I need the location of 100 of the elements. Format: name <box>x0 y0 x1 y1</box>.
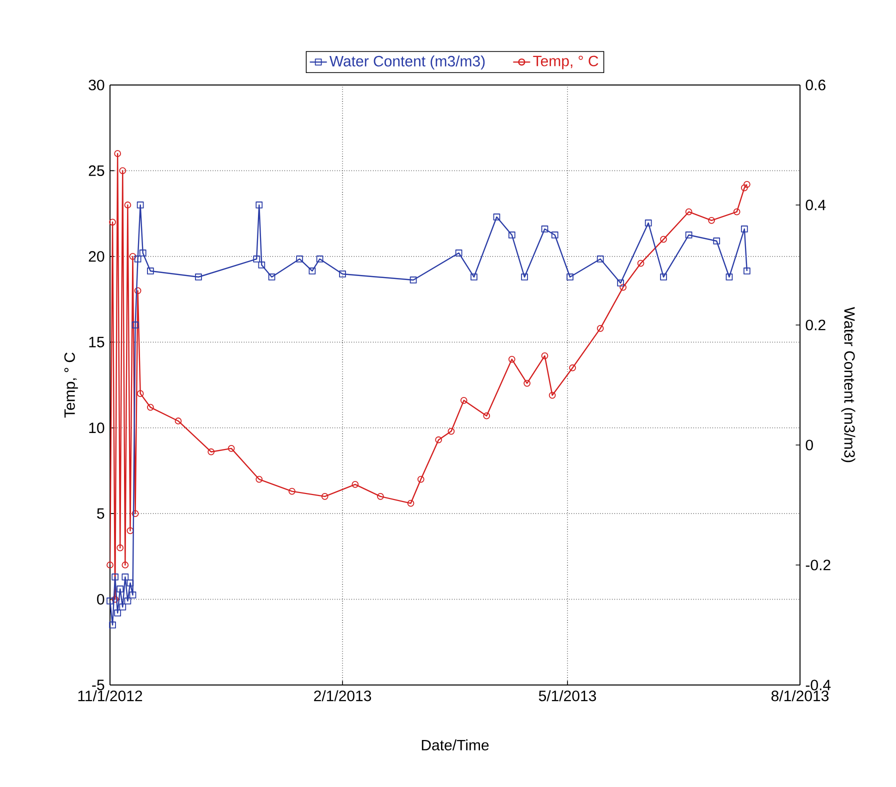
point <box>106 562 114 568</box>
point <box>116 544 124 552</box>
point <box>195 274 202 280</box>
point <box>119 167 126 174</box>
legend-label: Water Content (m3/m3) <box>329 55 485 70</box>
point <box>109 218 116 226</box>
x-axis-title: Date/Time <box>422 739 489 750</box>
point <box>708 216 715 224</box>
point <box>726 274 733 280</box>
point <box>713 238 720 244</box>
point <box>470 274 478 280</box>
point <box>660 236 667 243</box>
y2-axis-title: Water Content (m3/m3) <box>841 306 856 462</box>
point <box>352 480 359 488</box>
point <box>548 392 556 399</box>
point <box>124 598 132 604</box>
y2-tick-label: 0.4 <box>806 200 826 210</box>
point <box>660 274 667 280</box>
y2-tick-label: 0.6 <box>806 80 826 90</box>
y-tick-label: 0 <box>97 594 104 605</box>
point <box>258 262 266 268</box>
point <box>521 274 528 280</box>
point <box>524 380 530 387</box>
point <box>541 352 548 360</box>
legend-label: Temp, ° C <box>533 56 598 70</box>
point <box>316 256 324 262</box>
point <box>132 510 139 518</box>
y2-tick-label: 0.2 <box>806 320 826 330</box>
point <box>129 592 136 598</box>
point <box>743 268 750 274</box>
point <box>508 356 516 363</box>
point <box>129 252 136 260</box>
point <box>147 268 154 274</box>
point <box>321 492 328 500</box>
point <box>112 574 118 580</box>
x-tick-label: 5/1/2013 <box>538 690 596 702</box>
point <box>114 610 122 616</box>
point <box>134 287 142 294</box>
point <box>740 226 748 232</box>
y-tick-label: 20 <box>88 251 104 262</box>
point <box>126 527 134 534</box>
point <box>112 596 118 603</box>
point <box>134 256 142 262</box>
point <box>109 622 116 628</box>
point <box>114 150 122 158</box>
point <box>228 444 235 452</box>
point <box>460 396 468 404</box>
point <box>740 184 748 192</box>
point <box>256 202 263 208</box>
point <box>410 276 417 284</box>
point <box>743 180 750 188</box>
point <box>268 274 276 280</box>
point <box>644 220 652 226</box>
point <box>208 448 215 456</box>
point <box>122 574 129 580</box>
y2-tick-label: 0 <box>806 440 813 450</box>
y-tick-label: 5 <box>97 508 104 519</box>
y2-tick-label: -0.4 <box>806 680 831 690</box>
point <box>132 322 139 328</box>
point <box>308 268 316 274</box>
y-tick-label: 10 <box>89 422 104 434</box>
point <box>417 476 424 483</box>
point <box>596 256 604 262</box>
point <box>448 428 455 435</box>
point <box>174 418 182 424</box>
y-tick-label: 15 <box>89 336 104 348</box>
point <box>637 260 644 267</box>
point <box>288 488 296 495</box>
y-tick-label: 25 <box>88 165 104 176</box>
point <box>139 250 146 256</box>
point <box>483 412 490 420</box>
point <box>455 250 462 256</box>
point <box>377 492 384 500</box>
y-axis-title: Temp, ° C <box>64 352 78 418</box>
point <box>126 580 134 586</box>
point <box>617 280 624 286</box>
x-tick-label: 8/1/2013 <box>771 690 829 702</box>
point <box>122 562 129 568</box>
point <box>116 586 124 592</box>
point <box>253 256 260 262</box>
point <box>733 208 740 216</box>
point <box>551 232 558 238</box>
point <box>407 500 414 507</box>
point <box>339 270 346 278</box>
x-tick-label: 11/1/2012 <box>78 690 142 702</box>
y2-tick-label: -0.2 <box>806 560 830 570</box>
point <box>508 232 516 238</box>
point <box>493 214 500 220</box>
point <box>256 476 263 483</box>
point <box>106 598 114 604</box>
point <box>620 284 627 291</box>
point <box>569 364 576 372</box>
point <box>685 232 692 238</box>
y-tick-label: -5 <box>92 680 104 690</box>
point <box>119 604 126 610</box>
point <box>566 274 574 280</box>
y-tick-label: 30 <box>88 80 104 90</box>
point <box>136 390 144 398</box>
point <box>136 202 144 208</box>
x-tick-label: 2/1/2013 <box>314 690 372 702</box>
